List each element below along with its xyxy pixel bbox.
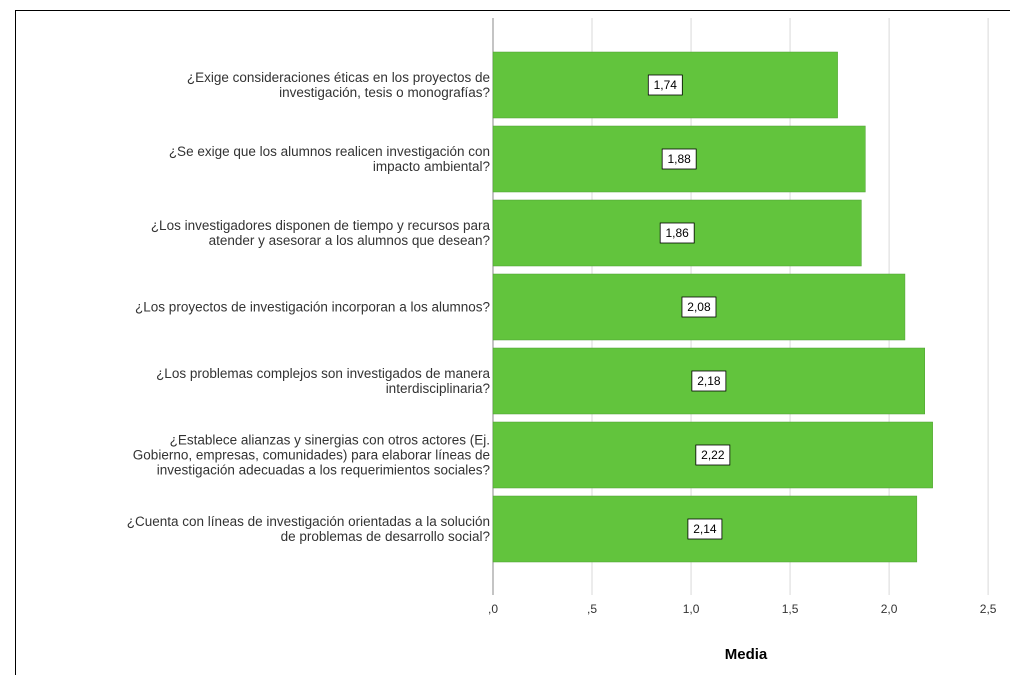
- y-tick-label: ¿Los problemas complejos son investigado…: [156, 366, 490, 396]
- x-tick-label: 2,5: [980, 602, 997, 616]
- value-label-box: [647, 74, 683, 96]
- y-tick-label: ¿Exige consideraciones éticas en los pro…: [186, 70, 490, 100]
- y-tick-label: ¿Establece alianzas y sinergias con otro…: [132, 432, 490, 478]
- value-label-box: [695, 444, 731, 466]
- value-label-box: [681, 296, 717, 318]
- x-tick-label: 2,0: [881, 602, 898, 616]
- value-label: 2,22: [701, 448, 725, 462]
- value-label: 2,18: [697, 374, 721, 388]
- y-tick-label: ¿Los investigadores disponen de tiempo y…: [150, 218, 490, 248]
- value-label-box: [691, 370, 727, 392]
- value-label: 2,08: [687, 300, 711, 314]
- value-label-box: [659, 222, 695, 244]
- value-label-box: [661, 148, 697, 170]
- x-tick-label: ,5: [587, 602, 597, 616]
- y-tick-label: ¿Los proyectos de investigación incorpor…: [135, 299, 490, 315]
- y-tick-label: ¿Se exige que los alumnos realicen inves…: [168, 144, 490, 174]
- value-label: 1,88: [667, 152, 691, 166]
- value-label: 2,14: [693, 522, 717, 536]
- value-label: 1,74: [654, 78, 678, 92]
- x-tick-label: 1,0: [683, 602, 700, 616]
- x-tick-label: 1,5: [782, 602, 799, 616]
- frame: [15, 10, 1010, 675]
- value-label: 1,86: [666, 226, 690, 240]
- x-tick-label: ,0: [488, 602, 498, 616]
- value-label-box: [687, 518, 723, 540]
- x-axis-label: Media: [725, 646, 768, 663]
- y-tick-label: ¿Cuenta con líneas de investigación orie…: [126, 514, 490, 544]
